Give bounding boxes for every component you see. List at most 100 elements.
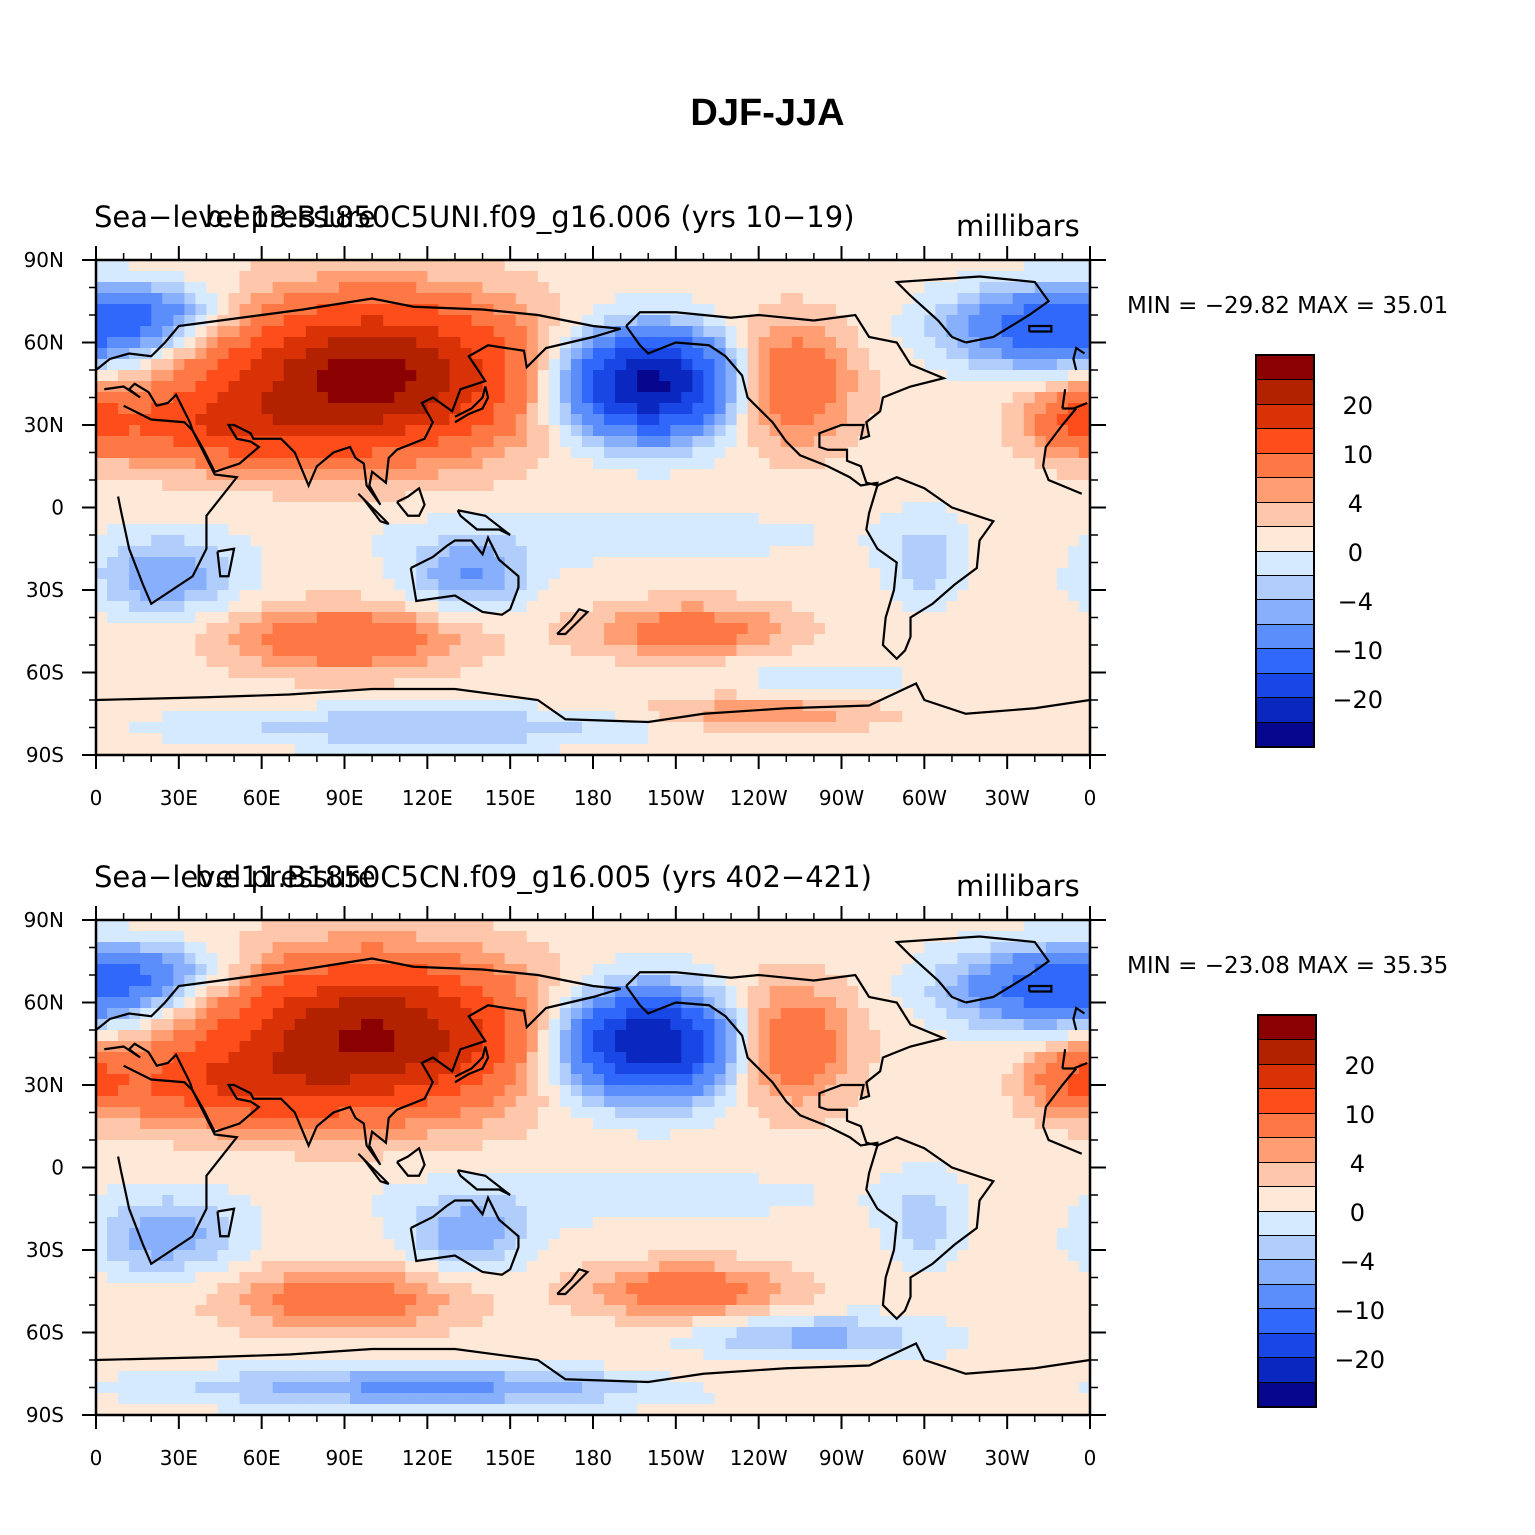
contour-cell xyxy=(802,612,815,624)
contour-cell xyxy=(316,359,329,371)
contour-cell xyxy=(195,282,208,294)
contour-cell xyxy=(847,480,859,492)
contour-cell xyxy=(637,392,649,404)
contour-cell xyxy=(118,513,130,525)
contour-cell xyxy=(924,964,936,976)
contour-cell xyxy=(272,271,285,283)
contour-cell xyxy=(692,579,705,591)
contour-cell xyxy=(449,722,462,734)
contour-cell xyxy=(1001,634,1014,646)
contour-cell xyxy=(338,964,351,976)
contour-cell xyxy=(515,293,528,305)
contour-cell xyxy=(824,271,837,283)
contour-cell xyxy=(294,997,307,1009)
contour-cell xyxy=(405,315,417,327)
contour-cell xyxy=(471,447,484,459)
contour-cell xyxy=(725,920,738,932)
contour-cell xyxy=(858,447,870,459)
contour-cell xyxy=(824,293,837,305)
contour-cell xyxy=(902,436,914,448)
contour-cell xyxy=(449,931,462,943)
contour-cell xyxy=(239,645,252,657)
contour-cell xyxy=(460,436,473,448)
contour-cell xyxy=(1056,601,1069,613)
contour-cell xyxy=(968,469,981,481)
contour-cell xyxy=(515,744,528,755)
contour-cell xyxy=(581,942,594,954)
contour-cell xyxy=(891,260,903,272)
contour-cell xyxy=(294,590,307,602)
contour-cell xyxy=(725,964,738,976)
contour-cell xyxy=(250,282,263,294)
contour-cell xyxy=(847,612,859,624)
contour-cell xyxy=(802,469,815,481)
contour-cell xyxy=(460,678,473,690)
contour-cell xyxy=(471,480,484,492)
contour-cell xyxy=(648,436,660,448)
contour-cell xyxy=(559,326,572,338)
contour-cell xyxy=(791,975,804,987)
contour-cell xyxy=(129,524,141,536)
contour-cell xyxy=(372,579,384,591)
contour-cell xyxy=(725,953,738,965)
contour-cell xyxy=(184,535,196,547)
contour-cell xyxy=(361,942,373,954)
contour-cell xyxy=(570,920,583,932)
contour-cell xyxy=(151,502,163,514)
contour-cell xyxy=(316,986,329,998)
contour-cell xyxy=(394,392,406,404)
contour-cell xyxy=(758,535,771,547)
contour-cell xyxy=(1078,326,1090,338)
contour-cell xyxy=(604,733,616,745)
contour-cell xyxy=(593,667,605,679)
contour-cell xyxy=(272,645,285,657)
contour-cell xyxy=(1056,997,1069,1009)
contour-cell xyxy=(902,986,914,998)
contour-cell xyxy=(1078,645,1090,657)
contour-cell xyxy=(935,469,948,481)
contour-cell xyxy=(316,546,329,558)
contour-cell xyxy=(869,568,881,580)
contour-cell xyxy=(107,942,119,954)
contour-cell xyxy=(350,568,362,580)
contour-cell xyxy=(990,326,1003,338)
contour-cell xyxy=(482,260,495,272)
contour-cell xyxy=(228,480,241,492)
panel-bottom: Sea−level pressure b.e11.B1850C5CN.f09_g… xyxy=(0,855,1535,1495)
contour-cell xyxy=(239,348,252,360)
contour-cell xyxy=(604,337,616,349)
contour-cell xyxy=(118,524,130,536)
contour-cell xyxy=(493,425,506,437)
contour-cell xyxy=(394,535,406,547)
contour-cell xyxy=(383,579,395,591)
contour-cell xyxy=(460,359,473,371)
contour-cell xyxy=(725,480,738,492)
contour-cell xyxy=(1001,579,1014,591)
contour-cell xyxy=(162,964,174,976)
contour-cell xyxy=(1012,293,1025,305)
contour-cell xyxy=(195,436,208,448)
contour-cell xyxy=(714,920,727,932)
contour-cell xyxy=(747,986,760,998)
contour-cell xyxy=(913,623,925,635)
contour-cell xyxy=(559,986,572,998)
contour-cell xyxy=(394,271,406,283)
contour-cell xyxy=(1078,348,1090,360)
contour-cell xyxy=(460,953,473,965)
contour-cell xyxy=(703,975,716,987)
contour-cell xyxy=(283,425,296,437)
contour-cell xyxy=(990,953,1003,965)
contour-cell xyxy=(140,579,152,591)
contour-cell xyxy=(902,535,914,547)
contour-cell xyxy=(835,513,848,525)
contour-cell xyxy=(1012,612,1025,624)
contour-cell xyxy=(438,447,451,459)
contour-cell xyxy=(184,293,196,305)
contour-cell xyxy=(482,601,495,613)
contour-cell xyxy=(405,975,417,987)
contour-cell xyxy=(239,326,252,338)
contour-cell xyxy=(184,326,196,338)
contour-cell xyxy=(1023,656,1036,668)
contour-cell xyxy=(1056,293,1069,305)
contour-cell xyxy=(869,667,881,679)
